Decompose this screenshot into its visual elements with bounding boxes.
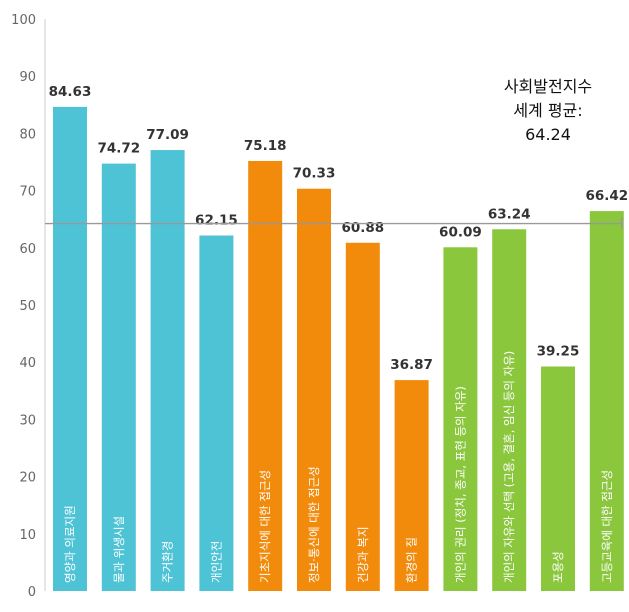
- average-annotation-line: 사회발전지수: [504, 77, 592, 96]
- data-label: 75.18: [244, 138, 287, 154]
- y-tick-label: 30: [19, 413, 36, 428]
- category-label: 기초지식에 대한 접근성: [258, 470, 272, 583]
- y-axis: 0 10 20 30 40 50 60 70 80 90 100: [11, 13, 46, 600]
- category-label: 정보·통신에 대한 접근성: [307, 466, 321, 583]
- average-annotation-line: 64.24: [525, 125, 571, 144]
- y-tick-label: 40: [19, 356, 36, 371]
- bar: [345, 242, 380, 591]
- category-label: 개인안전: [209, 541, 223, 583]
- category-label: 환경의 질: [405, 537, 419, 583]
- data-label: 77.09: [146, 127, 189, 143]
- y-tick-label: 10: [19, 528, 36, 543]
- y-tick-label: 100: [11, 13, 36, 28]
- bar: [150, 150, 185, 591]
- category-label: 주거환경: [161, 541, 175, 583]
- data-label: 84.63: [49, 84, 92, 100]
- data-label: 66.42: [585, 188, 628, 204]
- bar: [199, 235, 234, 591]
- reference-line-group: [45, 217, 623, 230]
- bar: [297, 188, 331, 591]
- category-label: 영양과 의료지원: [63, 505, 77, 583]
- category-label: 물과 위생시설: [112, 516, 126, 583]
- data-label: 36.87: [390, 357, 433, 373]
- data-label: 60.88: [341, 220, 384, 236]
- category-label: 고등교육에 대한 접근성: [600, 470, 614, 583]
- y-tick-label: 60: [19, 242, 36, 257]
- category-label: 포용성: [551, 551, 565, 583]
- y-tick-label: 80: [19, 127, 36, 142]
- data-label: 70.33: [293, 166, 336, 182]
- category-label: 개인의 권리 (정치, 종교, 표현 등의 자유): [453, 386, 467, 583]
- bar: [101, 163, 136, 591]
- bar: [394, 380, 429, 591]
- average-annotation-line: 세계 평균:: [513, 101, 582, 120]
- data-label: 63.24: [488, 206, 531, 222]
- data-label: 74.72: [97, 141, 140, 157]
- y-tick-label: 90: [19, 70, 36, 85]
- bar: [541, 366, 575, 591]
- bar: [492, 229, 527, 591]
- bar: [248, 160, 283, 591]
- y-tick-label: 50: [19, 299, 36, 314]
- bars: 84.63 영양과 의료지원 74.72 물과 위생시설 77.09 주거환경 62.15 개…: [49, 84, 628, 592]
- y-tick-label: 0: [28, 585, 36, 600]
- bar: [443, 247, 478, 591]
- data-label: 39.25: [537, 343, 580, 359]
- bar: [53, 106, 87, 592]
- category-label: 개인의 자유와 선택 (고용, 결혼, 임신 등의 자유): [502, 351, 516, 583]
- bar: [589, 211, 624, 591]
- category-label: 건강과 복지: [356, 526, 370, 583]
- y-tick-label: 70: [19, 185, 36, 200]
- y-tick-label: 20: [19, 471, 36, 486]
- data-label: 60.09: [439, 224, 482, 240]
- data-label: 62.15: [195, 213, 238, 229]
